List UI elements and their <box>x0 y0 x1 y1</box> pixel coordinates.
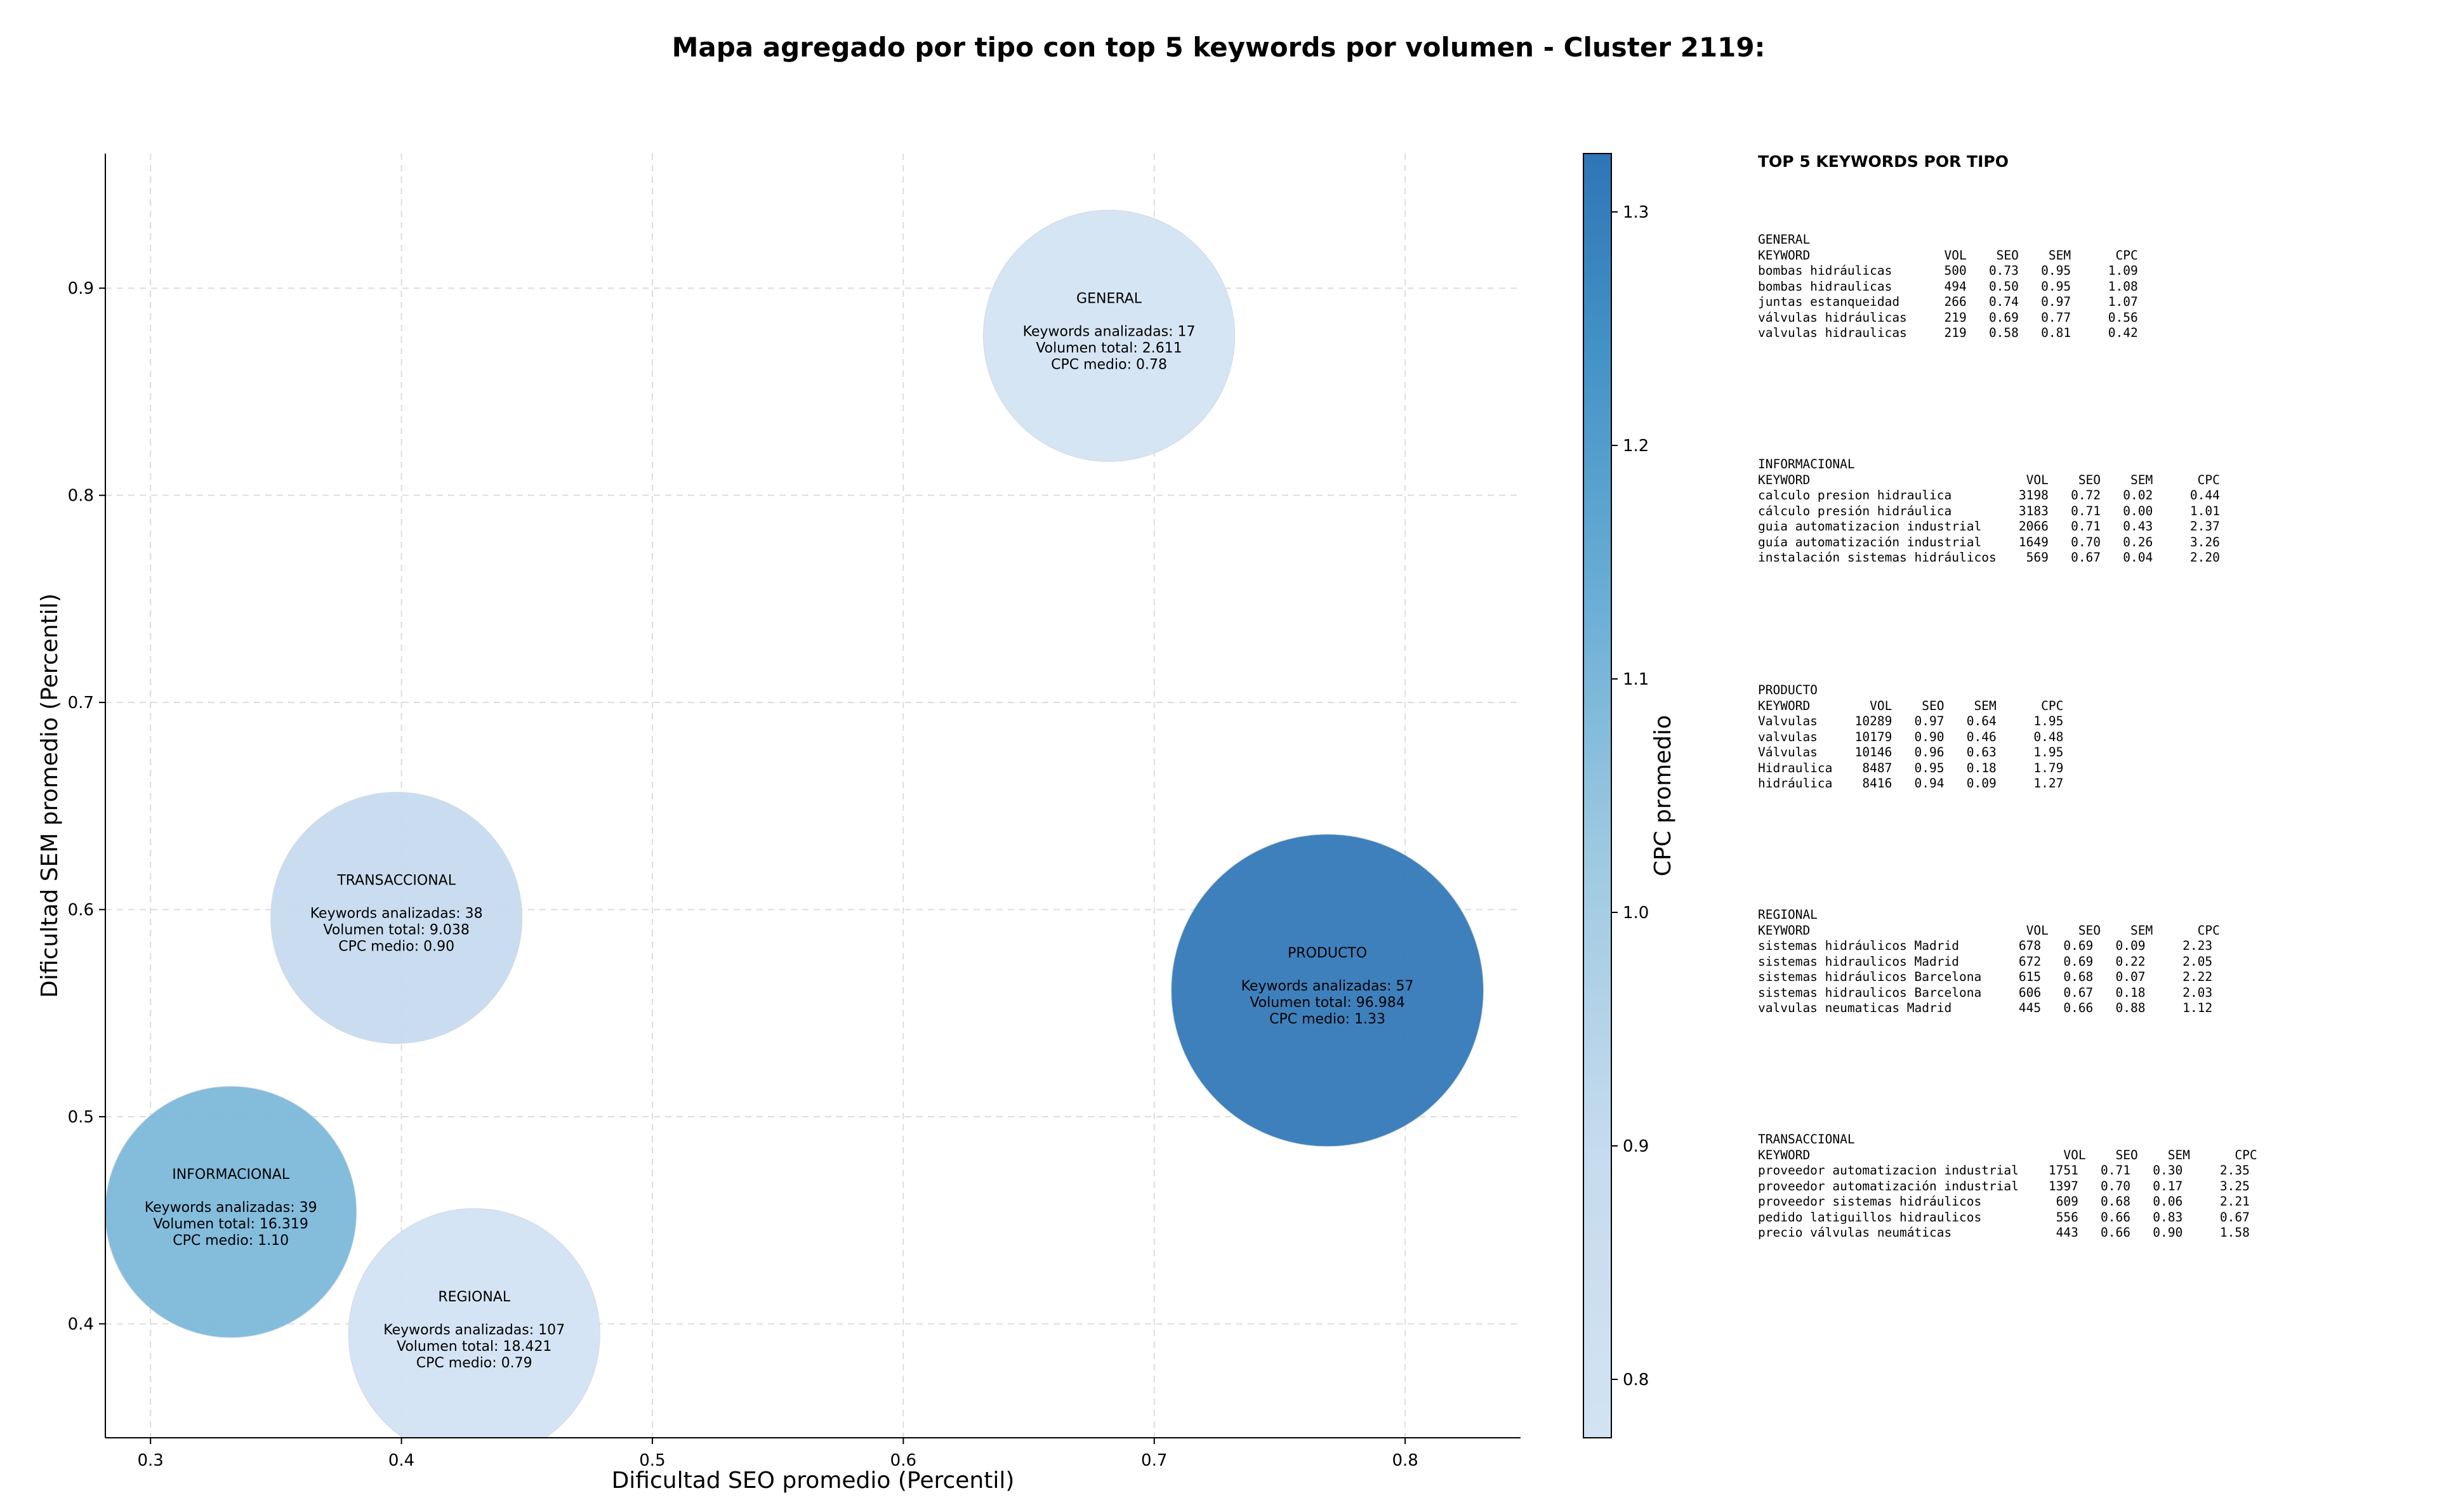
keyword-table-heading: TRANSACCIONAL <box>1758 1132 1855 1147</box>
colorbar-label: CPC promedio <box>1650 715 1676 876</box>
keyword-row: valvulas hidraulicas 219 0.58 0.81 0.42 <box>1758 325 2138 340</box>
keyword-row: sistemas hidraulicos Barcelona 606 0.67 … <box>1758 985 2213 1000</box>
keyword-row: precio válvulas neumáticas 443 0.66 0.90… <box>1758 1225 2250 1240</box>
x-tick-label: 0.3 <box>137 1451 163 1470</box>
bubble-stat-transaccional: Volumen total: 9.038 <box>323 923 469 938</box>
y-tick-label: 0.9 <box>68 279 94 298</box>
keyword-row: valvulas 10179 0.90 0.46 0.48 <box>1758 729 2064 744</box>
bubble-informacional <box>105 1086 357 1338</box>
keyword-table: INFORMACIONAL KEYWORD VOL SEO SEM CPC calc… <box>1758 457 2220 566</box>
keyword-row: guia automatizacion industrial 2066 0.71… <box>1758 519 2220 534</box>
keyword-row: cálculo presión hidráulica 3183 0.71 0.0… <box>1758 503 2220 518</box>
keyword-table-header: KEYWORD VOL SEO SEM CPC <box>1758 472 2220 487</box>
keyword-table: PRODUCTO KEYWORD VOL SEO SEM CPC Valvulas … <box>1758 683 2063 792</box>
bubble-stat-general: Volumen total: 2.611 <box>1036 340 1182 356</box>
keyword-row: instalación sistemas hidráulicos 569 0.6… <box>1758 550 2220 565</box>
colorbar-tick-label: 1.1 <box>1623 670 1649 689</box>
x-axis-label: Dificultad SEO promedio (Percentil) <box>612 1468 1015 1494</box>
bubble-regional <box>348 1208 600 1438</box>
keyword-row: Válvulas 10146 0.96 0.63 1.95 <box>1758 745 2064 759</box>
keyword-row: proveedor automatización industrial 1397… <box>1758 1178 2250 1193</box>
y-tick-label: 0.8 <box>68 487 94 506</box>
bubble-stat-regional: Keywords analizadas: 107 <box>383 1322 565 1338</box>
keyword-table: GENERAL KEYWORD VOL SEO SEM CPC bombas hid… <box>1758 232 2138 341</box>
keyword-row: hidráulica 8416 0.94 0.09 1.27 <box>1758 776 2064 791</box>
keyword-row: sistemas hidráulicos Barcelona 615 0.68 … <box>1758 970 2213 984</box>
bubble-stat-regional: Volumen total: 18.421 <box>397 1339 551 1355</box>
bubble-stat-general: CPC medio: 0.78 <box>1051 357 1167 372</box>
keyword-row: calculo presion hidraulica 3198 0.72 0.0… <box>1758 488 2220 503</box>
keyword-row: bombas hidráulicas 500 0.73 0.95 1.09 <box>1758 263 2138 278</box>
bubble-stat-transaccional: CPC medio: 0.90 <box>338 939 454 955</box>
y-axis-label: Dificultad SEM promedio (Percentil) <box>37 593 63 998</box>
colorbar-gradient <box>1583 153 1612 1438</box>
bubble-stat-informacional: CPC medio: 1.10 <box>173 1233 289 1249</box>
y-tick-label: 0.7 <box>68 694 94 713</box>
keyword-row: guía automatización industrial 1649 0.70… <box>1758 534 2220 549</box>
keyword-row: proveedor automatizacion industrial 1751… <box>1758 1163 2250 1178</box>
chart-title: Mapa agregado por tipo con top 5 keyword… <box>671 32 1766 63</box>
bubble-stat-transaccional: Keywords analizadas: 38 <box>310 906 483 922</box>
bubble-stat-informacional: Volumen total: 16.319 <box>153 1216 308 1232</box>
bubble-stat-regional: CPC medio: 0.79 <box>416 1355 532 1371</box>
keyword-table-header: KEYWORD VOL SEO SEM CPC <box>1758 698 2064 713</box>
colorbar: 0.8 0.9 1.0 1.1 1.2 1.3 CPC promedio <box>1583 153 1676 1438</box>
keyword-table: REGIONAL KEYWORD VOL SEO SEM CPC sistemas … <box>1758 907 2220 1016</box>
keyword-row: Valvulas 10289 0.97 0.64 1.95 <box>1758 714 2064 728</box>
x-tick-label: 0.5 <box>639 1451 665 1470</box>
keyword-row: pedido latiguillos hidraulicos 556 0.66 … <box>1758 1209 2250 1225</box>
x-tick-label: 0.6 <box>890 1451 916 1470</box>
bubble-stat-producto: CPC medio: 1.33 <box>1269 1011 1385 1027</box>
keyword-row: sistemas hidraulicos Madrid 672 0.69 0.2… <box>1758 954 2213 969</box>
keyword-row: Hidraulica 8487 0.95 0.18 1.79 <box>1758 760 2064 775</box>
axes: 0.3 0.4 0.5 0.6 0.7 0.8 0.4 0.5 0.6 0.7 0.8 0.9 Difi… <box>37 154 1521 1494</box>
bubble-producto <box>1171 834 1484 1147</box>
sidebar-title: TOP 5 KEYWORDS POR TIPO <box>1758 152 2009 171</box>
bubble-stat-informacional: Keywords analizadas: 39 <box>145 1200 317 1216</box>
keyword-table-header: KEYWORD VOL SEO SEM CPC <box>1758 1147 2257 1162</box>
x-tick-label: 0.7 <box>1141 1451 1167 1470</box>
keyword-table-header: KEYWORD VOL SEO SEM CPC <box>1758 247 2138 263</box>
bubble-layer <box>105 209 1484 1438</box>
keyword-table-heading: PRODUCTO <box>1758 683 1818 697</box>
bubble-stat-general: Keywords analizadas: 17 <box>1023 324 1196 339</box>
y-tick-label: 0.6 <box>68 901 94 920</box>
colorbar-tick-label: 1.3 <box>1623 203 1649 222</box>
bubble-stat-producto: Keywords analizadas: 57 <box>1241 978 1414 994</box>
colorbar-tick-label: 1.0 <box>1623 904 1649 923</box>
x-tick-label: 0.4 <box>388 1451 414 1470</box>
bubble-label-producto: PRODUCTO <box>1288 945 1367 961</box>
bubble-label-informacional: INFORMACIONAL <box>172 1167 290 1183</box>
keyword-row: sistemas hidráulicos Madrid 678 0.69 0.0… <box>1758 938 2213 953</box>
bubble-label-regional: REGIONAL <box>438 1289 511 1305</box>
colorbar-tick-label: 0.9 <box>1623 1137 1649 1156</box>
colorbar-tick-label: 1.2 <box>1623 437 1649 456</box>
bubble-general <box>983 209 1236 462</box>
bubble-transaccional <box>270 792 523 1044</box>
x-tick-label: 0.8 <box>1392 1451 1418 1470</box>
y-tick-label: 0.5 <box>68 1108 94 1127</box>
keyword-table-heading: GENERAL <box>1758 232 1811 247</box>
bubble-label-transaccional: TRANSACCIONAL <box>336 873 456 889</box>
bubble-stat-producto: Volumen total: 96.984 <box>1250 995 1404 1011</box>
keyword-row: valvulas neumaticas Madrid 445 0.66 0.88… <box>1758 1001 2213 1015</box>
keyword-table-heading: INFORMACIONAL <box>1758 457 1855 471</box>
keyword-table-heading: REGIONAL <box>1758 907 1818 922</box>
keyword-row: proveedor sistemas hidráulicos 609 0.68 … <box>1758 1194 2250 1209</box>
y-tick-label: 0.4 <box>68 1315 94 1334</box>
colorbar-tick-label: 0.8 <box>1623 1371 1649 1390</box>
keyword-row: válvulas hidráulicas 219 0.69 0.77 0.56 <box>1758 310 2138 325</box>
bubble-label-general: GENERAL <box>1076 291 1142 306</box>
keyword-table: TRANSACCIONAL KEYWORD VOL SEO SEM CPC prov… <box>1758 1132 2257 1241</box>
keyword-table-header: KEYWORD VOL SEO SEM CPC <box>1758 923 2220 938</box>
keyword-row: juntas estanqueidad 266 0.74 0.97 1.07 <box>1758 294 2138 309</box>
keyword-row: bombas hidraulicas 494 0.50 0.95 1.08 <box>1758 279 2138 294</box>
